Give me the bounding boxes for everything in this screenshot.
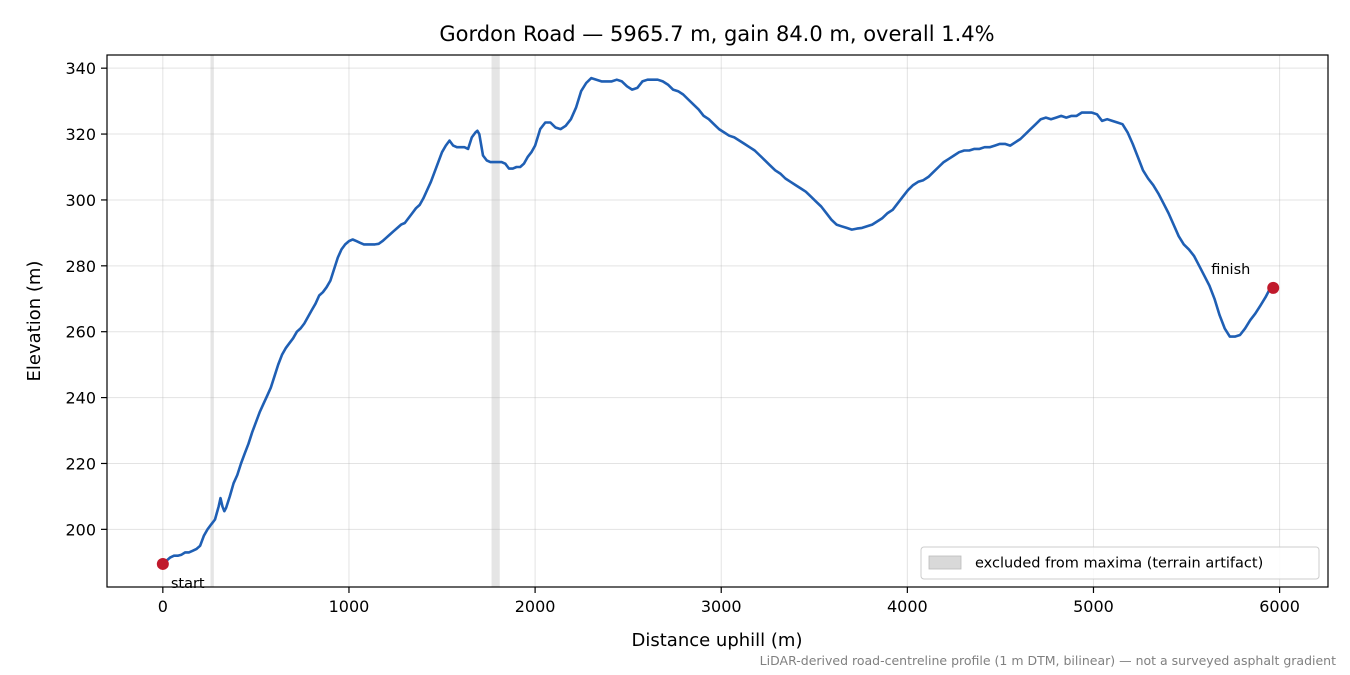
marker-label-finish: finish	[1211, 262, 1250, 278]
x-tick-label-4: 4000	[887, 597, 928, 616]
chart-title: Gordon Road — 5965.7 m, gain 84.0 m, ove…	[439, 22, 994, 46]
y-tick-label-2: 240	[65, 389, 96, 408]
y-axis-ticks: 200 220 240 260 280 300 320 340	[65, 59, 107, 539]
markers-layer: start finish	[156, 262, 1280, 592]
marker-start	[156, 557, 169, 570]
excluded-region-0	[210, 55, 214, 587]
x-axis-ticks: 0 1000 2000 3000 4000 5000 6000	[158, 587, 1300, 616]
legend-box	[920, 546, 1320, 580]
marker-label-start: start	[171, 576, 205, 592]
x-tick-label-0: 0	[158, 597, 168, 616]
x-tick-label-5: 5000	[1073, 597, 1114, 616]
excluded-regions	[210, 55, 500, 587]
x-tick-label-3: 3000	[701, 597, 742, 616]
series-layer	[161, 76, 1275, 566]
x-tick-label-2: 2000	[515, 597, 556, 616]
marker-finish	[1267, 281, 1280, 294]
y-axis-label: Elevation (m)	[24, 261, 45, 382]
x-tick-label-1: 1000	[329, 597, 370, 616]
x-axis-label: Distance uphill (m)	[632, 630, 803, 651]
y-tick-label-6: 320	[65, 125, 96, 144]
plot-frame	[106, 54, 1329, 588]
legend: excluded from maxima (terrain artifact)	[920, 546, 1320, 580]
legend-label: excluded from maxima (terrain artifact)	[975, 556, 1263, 572]
excluded-region-1	[491, 55, 500, 587]
y-tick-label-4: 280	[65, 257, 96, 276]
legend-swatch	[928, 555, 962, 570]
y-tick-label-3: 260	[65, 323, 96, 342]
y-tick-label-5: 300	[65, 191, 96, 210]
y-tick-label-0: 200	[65, 520, 96, 539]
y-tick-label-7: 340	[65, 59, 96, 78]
footnote: LiDAR-derived road-centreline profile (1…	[760, 653, 1336, 668]
y-tick-label-1: 220	[65, 454, 96, 473]
elevation-line	[161, 76, 1275, 566]
x-tick-label-6: 6000	[1259, 597, 1300, 616]
grid-lines	[107, 55, 1328, 587]
